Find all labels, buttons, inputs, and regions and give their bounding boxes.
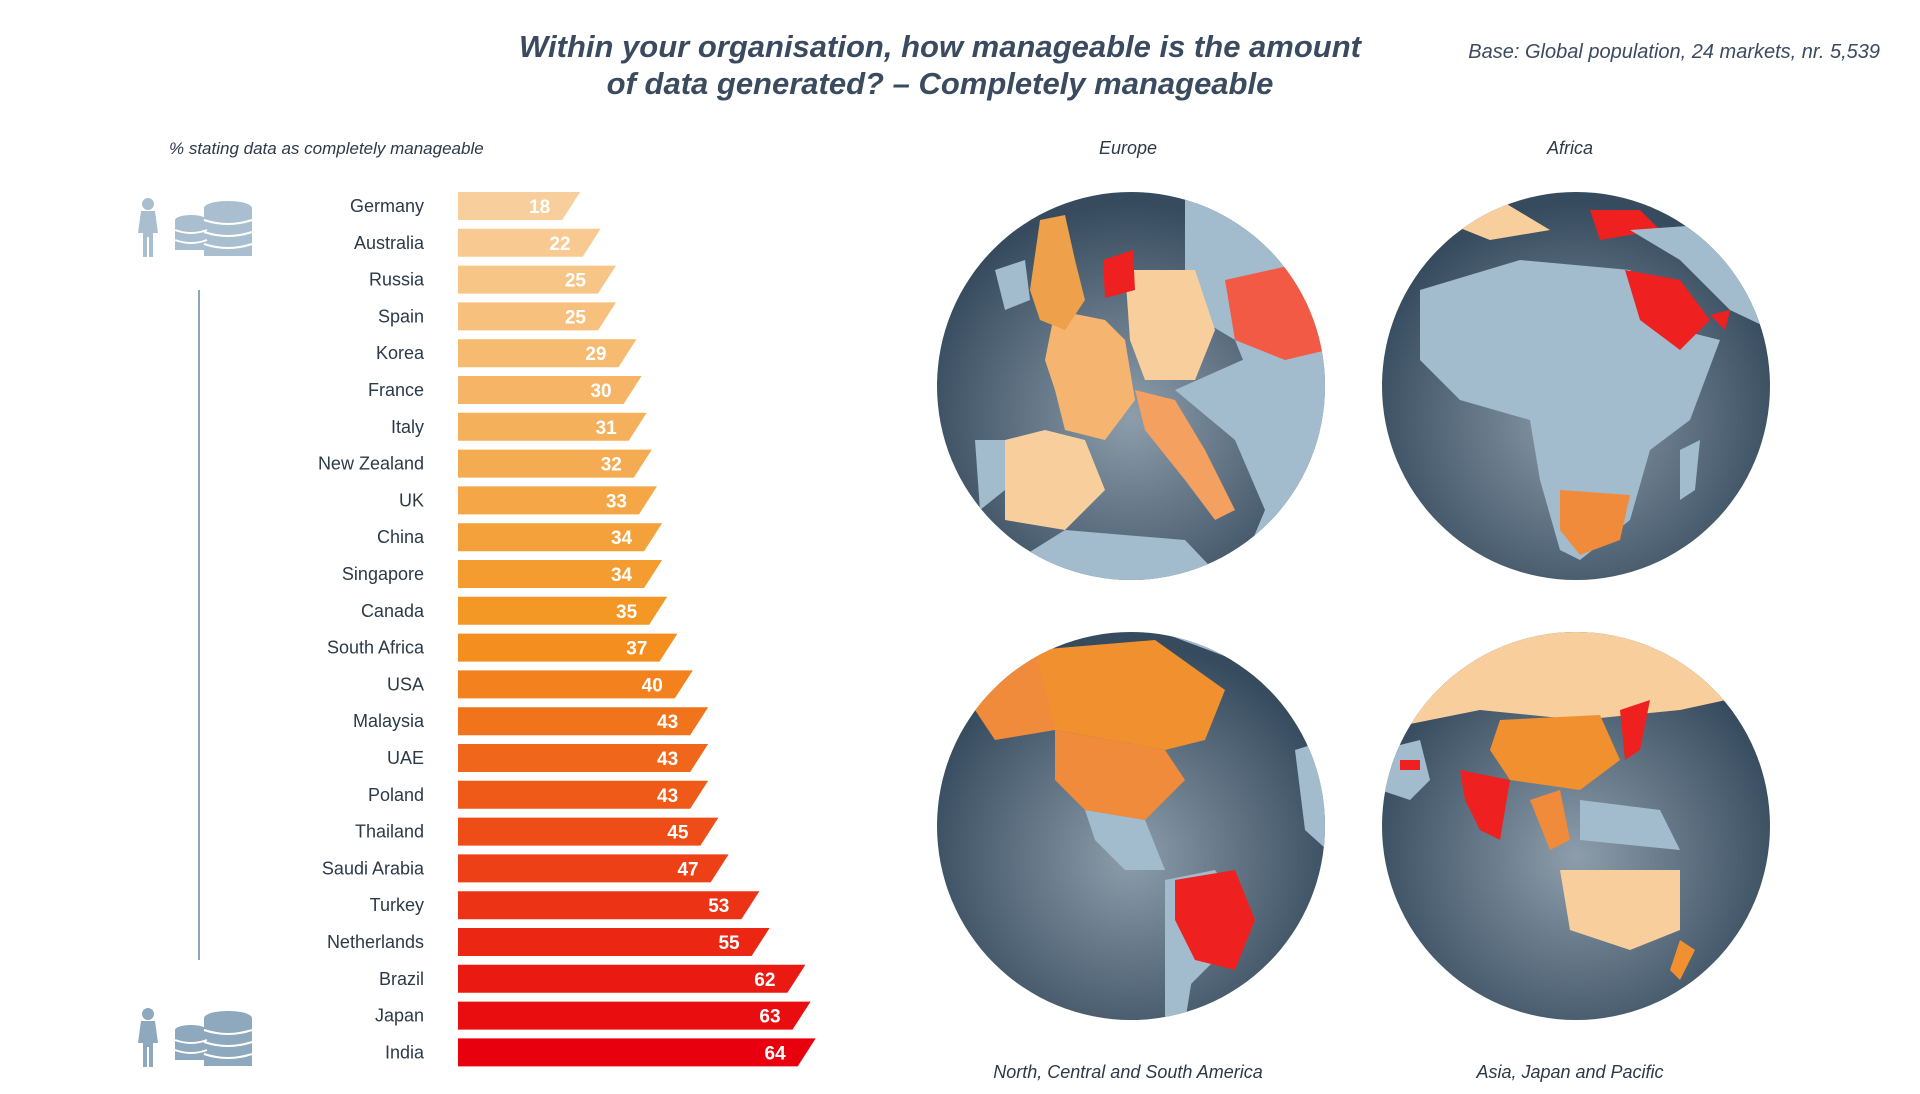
bar-brazil (458, 964, 806, 993)
category-label: France (368, 380, 424, 400)
bar-south-africa (458, 633, 678, 662)
chart-subtitle: % stating data as completely manageable (169, 139, 484, 158)
value-label: 29 (585, 344, 606, 365)
bar-japan (458, 1001, 811, 1030)
bar-australia (458, 228, 601, 257)
globe-americas (937, 632, 1325, 1020)
category-label: Spain (378, 306, 424, 326)
value-label: 35 (616, 602, 638, 623)
bar-chart: Germany 18 Australia 22 Russia 25 Spain 25 Korea… (318, 192, 816, 1067)
category-label: Italy (391, 417, 424, 437)
value-label: 53 (708, 896, 729, 917)
value-label: 30 (590, 381, 611, 402)
bar-malaysia (458, 707, 709, 736)
region-label-asia: Asia, Japan and Pacific (1476, 1062, 1664, 1082)
value-label: 37 (626, 639, 647, 660)
category-label: Australia (354, 233, 425, 253)
bar-new-zealand (458, 449, 652, 478)
category-label: India (385, 1042, 425, 1062)
value-label: 43 (657, 786, 678, 807)
category-label: China (377, 527, 425, 547)
category-label: Russia (369, 270, 425, 290)
category-label: UAE (387, 748, 424, 768)
category-label: Saudi Arabia (322, 858, 425, 878)
bar-italy (458, 412, 647, 441)
title-line-2: of data generated? – Completely manageab… (606, 66, 1274, 101)
category-label: Singapore (342, 564, 424, 584)
value-label: 31 (596, 418, 618, 439)
category-label: USA (387, 674, 424, 694)
category-label: Brazil (379, 969, 424, 989)
value-label: 64 (765, 1043, 787, 1064)
person-database-icon-bottom (138, 1008, 253, 1067)
region-label-africa: Africa (1546, 138, 1593, 158)
globe-asia (1382, 632, 1770, 1020)
bar-india (458, 1038, 816, 1067)
chart-title: Within your organisation, how manageable… (480, 28, 1400, 102)
category-label: Japan (375, 1006, 424, 1026)
bar-poland (458, 780, 709, 809)
value-label: 25 (565, 307, 587, 328)
value-label: 22 (549, 234, 570, 255)
bar-china (458, 523, 663, 552)
person-database-icon-top (138, 198, 253, 257)
category-label: Poland (368, 785, 424, 805)
bar-saudi-arabia (458, 854, 729, 883)
region-label-americas: North, Central and South America (993, 1062, 1263, 1082)
category-label: Malaysia (353, 711, 425, 731)
bar-turkey (458, 891, 760, 920)
bar-netherlands (458, 928, 770, 956)
bar-korea (458, 339, 637, 368)
value-label: 62 (754, 970, 775, 991)
bar-france (458, 376, 642, 404)
value-label: 47 (677, 859, 698, 880)
category-label: Turkey (370, 895, 424, 915)
value-label: 33 (606, 491, 627, 512)
value-label: 32 (601, 455, 622, 476)
value-label: 25 (565, 271, 587, 292)
title-line-1: Within your organisation, how manageable… (519, 29, 1361, 64)
value-label: 43 (657, 749, 678, 770)
value-label: 45 (667, 823, 689, 844)
value-label: 34 (611, 528, 633, 549)
value-label: 43 (657, 712, 678, 733)
bar-spain (458, 302, 616, 331)
bar-canada (458, 596, 668, 625)
value-label: 40 (642, 675, 663, 696)
globe-europe (937, 192, 1325, 580)
category-label: Netherlands (327, 932, 424, 952)
value-label: 34 (611, 565, 633, 586)
scale-line (198, 290, 200, 960)
bar-uk (458, 486, 657, 515)
value-label: 55 (718, 933, 740, 954)
bar-uae (458, 744, 709, 772)
bar-singapore (458, 560, 663, 588)
bar-thailand (458, 817, 719, 846)
category-label: Canada (361, 601, 425, 621)
category-label: South Africa (327, 638, 425, 658)
category-label: Thailand (355, 822, 424, 842)
bar-russia (458, 265, 616, 294)
value-label: 63 (759, 1007, 780, 1028)
category-label: New Zealand (318, 454, 424, 474)
globe-africa (1382, 192, 1770, 580)
value-label: 18 (529, 197, 550, 218)
category-label: Korea (376, 343, 425, 363)
bar-usa (458, 670, 693, 699)
category-label: Germany (350, 196, 424, 216)
base-note: Base: Global population, 24 markets, nr.… (1468, 41, 1880, 63)
region-label-europe: Europe (1098, 138, 1158, 158)
category-label: UK (399, 490, 424, 510)
bar-germany (458, 192, 581, 220)
